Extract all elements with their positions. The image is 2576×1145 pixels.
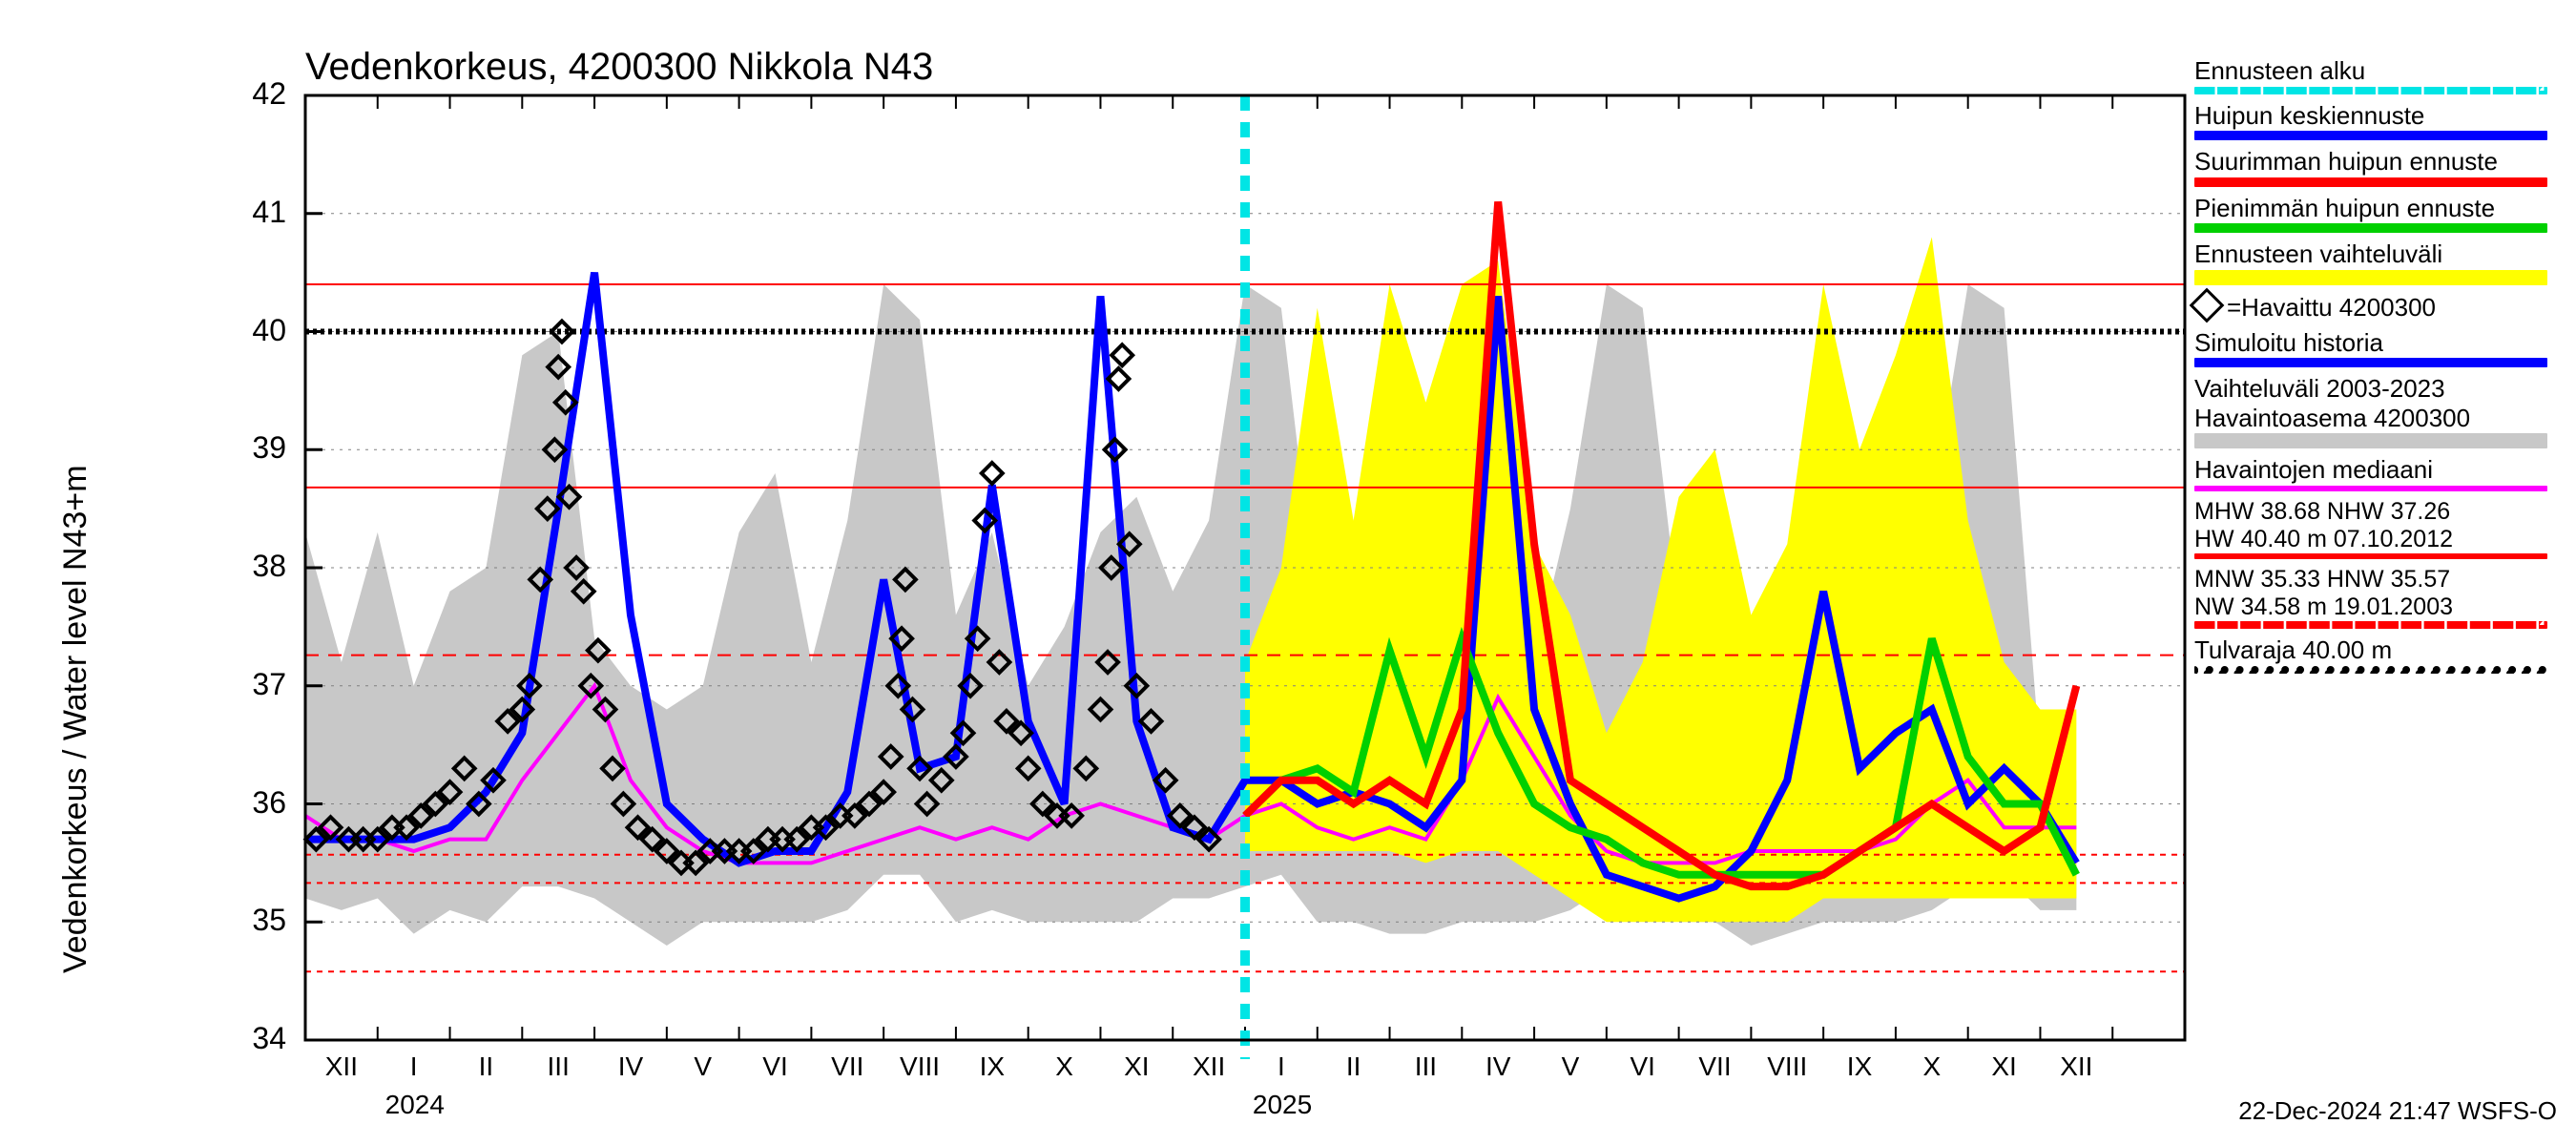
legend-forecast-start: Ennusteen alku [2194,57,2557,94]
legend: Ennusteen alku Huipun keskiennuste Suuri… [2194,57,2557,681]
legend-huipun: Huipun keskiennuste [2194,102,2557,141]
chart-svg [0,0,2576,1145]
legend-yellow-range: Ennusteen vaihteluväli [2194,240,2557,285]
legend-sim-history: Simuloitu historia [2194,329,2557,368]
legend-pienin: Pienimmän huipun ennuste [2194,195,2557,234]
legend-flood: Tulvaraja 40.00 m [2194,636,2557,674]
legend-suurin: Suurimman huipun ennuste [2194,148,2557,187]
legend-stats-low: MNW 35.33 HNW 35.57 NW 34.58 m 19.01.200… [2194,567,2557,629]
legend-stats-high: MHW 38.68 NHW 37.26 HW 40.40 m 07.10.201… [2194,499,2557,559]
legend-observed: =Havaittu 4200300 [2194,293,2557,322]
legend-median: Havaintojen mediaani [2194,456,2557,491]
diamond-icon [2190,288,2225,323]
legend-gray-range: Vaihteluväli 2003-2023 Havaintoasema 420… [2194,375,2557,448]
footer-timestamp: 22-Dec-2024 21:47 WSFS-O [2238,1096,2557,1126]
chart-container: { "title": "Vedenkorkeus, 4200300 Nikkol… [0,0,2576,1145]
